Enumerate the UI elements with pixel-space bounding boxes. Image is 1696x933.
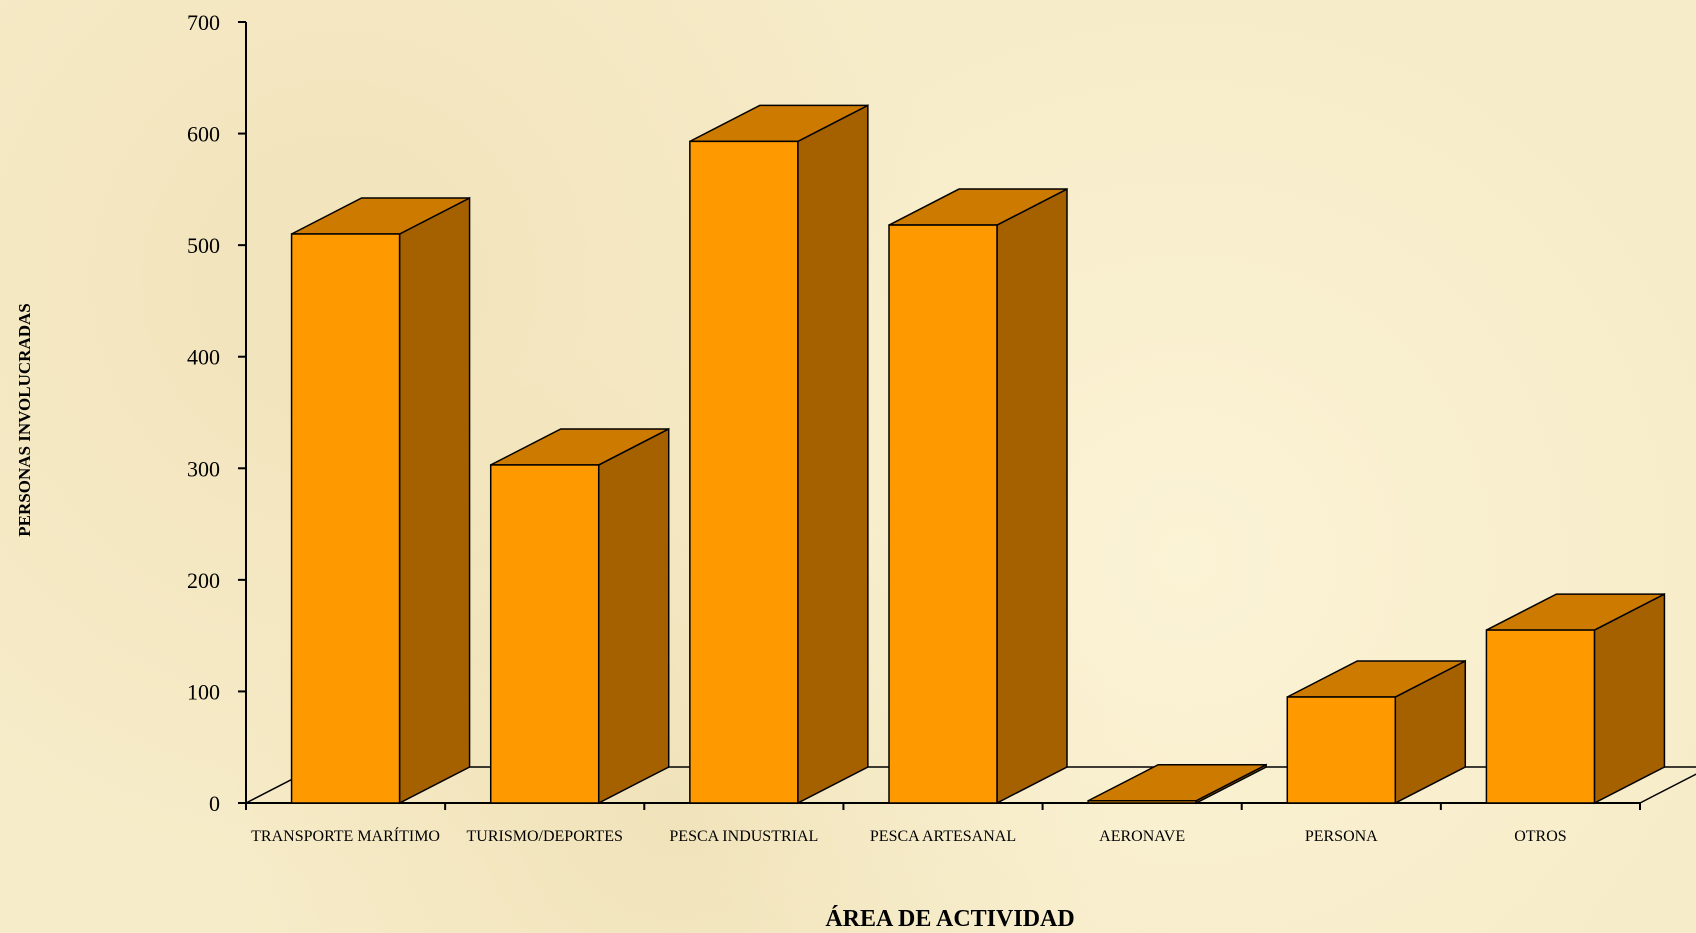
bar — [888, 187, 1068, 805]
x-tick-label: TURISMO/DEPORTES — [467, 828, 623, 845]
x-tick-label: PESCA ARTESANAL — [870, 828, 1016, 845]
bar-front-face — [290, 233, 401, 804]
y-tick-label: 300 — [187, 456, 220, 481]
bar — [1485, 592, 1666, 805]
bar-front-face — [1485, 629, 1596, 804]
bar-side-face — [996, 187, 1068, 805]
bar-front-face — [1087, 800, 1197, 804]
category-labels: TRANSPORTE MARÍTIMO TURISMO/DEPORTES PESCA… — [251, 826, 1566, 845]
bar — [489, 427, 670, 805]
bar — [1087, 763, 1267, 805]
y-axis-title: PERSONAS INVOLUCRADAS — [15, 303, 34, 536]
x-tick-label: PESCA INDUSTRIAL — [669, 828, 818, 845]
y-tick-label: 700 — [187, 10, 220, 35]
x-tick-label: PERSONA — [1305, 828, 1378, 845]
bar-front-face — [1286, 696, 1397, 804]
bar-side-face — [398, 196, 471, 805]
x-axis-title: ÁREA DE ACTIVIDAD — [825, 906, 1074, 932]
y-tick-label: 600 — [187, 122, 220, 147]
y-tick-label: 400 — [187, 345, 220, 370]
bar-side-face — [597, 427, 670, 805]
x-tick-label: TRANSPORTE MARÍTIMO — [251, 826, 440, 845]
y-tick-label: 100 — [187, 679, 220, 704]
x-tick-label: OTROS — [1514, 828, 1566, 845]
y-axis: 0 100 200 300 400 500 600 700 — [187, 10, 247, 816]
bars — [290, 104, 1666, 805]
bar — [689, 104, 869, 805]
bar-side-face — [797, 104, 869, 805]
bar-front-face — [689, 140, 799, 804]
bar-top-face — [1087, 764, 1267, 802]
bar-front-face — [888, 224, 998, 804]
x-axis — [245, 802, 1641, 810]
bar-front-face — [489, 464, 600, 804]
y-tick-label: 500 — [187, 233, 220, 258]
x-tick-label: AERONAVE — [1099, 828, 1185, 845]
y-tick-label: 200 — [187, 568, 220, 593]
bar — [1286, 659, 1467, 805]
y-tick-label: 0 — [209, 791, 220, 816]
bar — [290, 196, 471, 805]
